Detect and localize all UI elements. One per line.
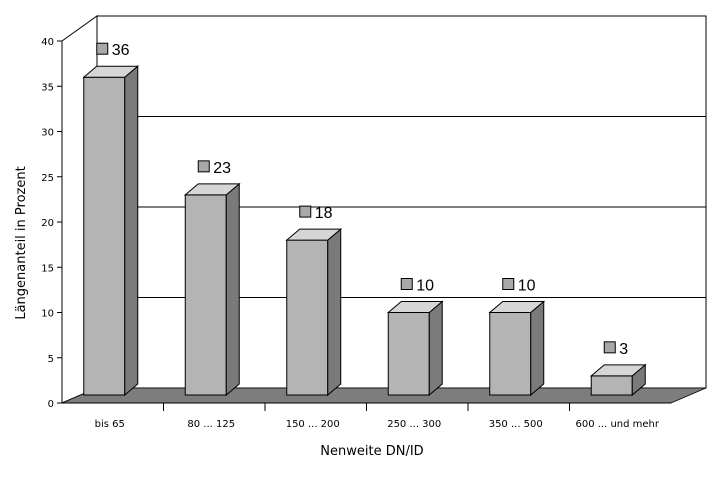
x-tick-label: 600 ... und mehr <box>575 419 659 430</box>
y-tick-label: 15 <box>41 263 54 274</box>
bar <box>489 312 532 396</box>
data-label-marker <box>603 341 616 354</box>
y-tick-label: 0 <box>48 399 54 410</box>
x-tick-label: 80 ... 125 <box>187 419 235 430</box>
bar-top <box>82 65 140 78</box>
x-tick-label: 250 ... 300 <box>387 419 441 430</box>
bar-top <box>589 364 647 377</box>
data-label-marker <box>197 160 210 173</box>
data-label: 10 <box>416 278 434 295</box>
x-tick-label: 350 ... 500 <box>489 419 543 430</box>
bars <box>82 65 647 397</box>
bar <box>184 194 227 396</box>
y-axis: 0 5 10 15 20 25 30 35 40 <box>41 37 62 410</box>
y-tick-label: 40 <box>41 37 54 48</box>
y-tick-label: 25 <box>41 173 54 184</box>
bar-top <box>183 183 241 196</box>
data-label: 3 <box>619 341 628 358</box>
y-axis-title: Längenanteil in Prozent <box>14 166 29 319</box>
data-label: 36 <box>112 42 130 59</box>
bar-top <box>285 228 343 241</box>
x-axis: bis 65 80 ... 125 150 ... 200 250 ... 300 35… <box>62 402 671 430</box>
data-label: 10 <box>518 278 536 295</box>
y-tick-label: 20 <box>41 218 54 229</box>
x-tick-label: 150 ... 200 <box>286 419 340 430</box>
bar <box>590 375 633 396</box>
y-tick-label: 35 <box>41 82 54 93</box>
data-label-marker <box>96 42 109 55</box>
bar-side <box>428 300 443 397</box>
data-label: 18 <box>315 205 333 222</box>
data-label-marker <box>502 278 515 290</box>
bar-side <box>327 228 342 397</box>
bar-side <box>530 300 545 397</box>
bar-side <box>124 65 139 397</box>
data-label-marker <box>400 278 413 290</box>
bar <box>83 76 126 396</box>
x-tick-label: bis 65 <box>95 419 125 430</box>
bar-side <box>225 182 240 397</box>
data-labels: 36 23 18 10 10 3 <box>96 42 628 358</box>
y-tick-label: 5 <box>48 354 54 365</box>
y-tick-label: 10 <box>41 309 54 320</box>
bar <box>387 312 430 396</box>
y-tick-label: 30 <box>41 128 54 139</box>
data-label-marker <box>299 205 312 218</box>
data-label: 23 <box>213 160 231 177</box>
x-axis-title: Nenweite DN/ID <box>320 444 423 459</box>
bar <box>286 239 329 396</box>
bar-top <box>386 301 444 313</box>
bar-top <box>488 301 546 313</box>
